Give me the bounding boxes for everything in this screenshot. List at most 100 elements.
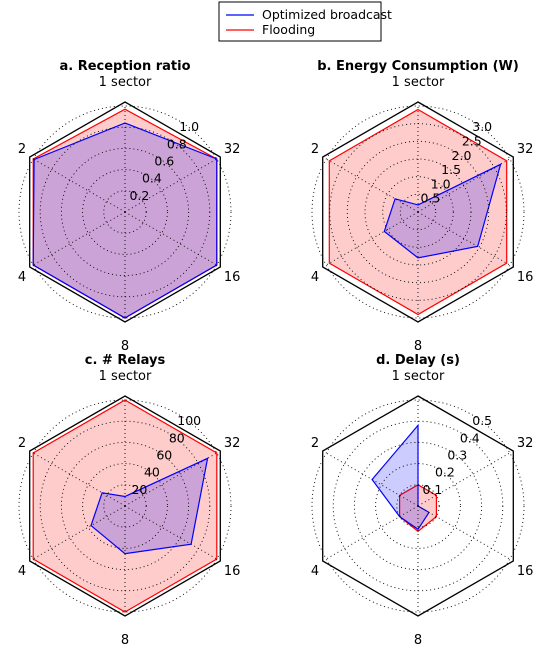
grid-circle bbox=[82, 169, 168, 255]
radar-panel-c: 1 sector 32 16 8 4 2 c. # Relays 20 40 60 80 100 bbox=[18, 353, 241, 648]
grid-circle bbox=[103, 190, 147, 234]
series-optimized-broadcast-polygon bbox=[383, 163, 502, 259]
panel-title: a. Reception ratio bbox=[59, 59, 190, 74]
grid-spoke bbox=[124, 505, 218, 560]
radial-tick-label: 0.2 bbox=[435, 465, 455, 480]
axis-label: 8 bbox=[121, 339, 129, 354]
axis-label: 2 bbox=[18, 436, 26, 451]
radial-tick-label: 0.4 bbox=[460, 430, 480, 445]
radar-frame bbox=[322, 395, 514, 617]
radial-tick-label: 0.2 bbox=[129, 188, 149, 203]
grid-circle bbox=[329, 123, 507, 301]
axis-label: 16 bbox=[224, 564, 241, 579]
grid-spoke bbox=[32, 452, 126, 507]
legend-label-optimized: Optimized broadcast bbox=[262, 7, 392, 22]
grid-circle bbox=[353, 441, 483, 571]
grid-circle bbox=[18, 399, 232, 613]
grid-circle bbox=[103, 484, 147, 528]
grid-circle bbox=[396, 484, 440, 528]
grid-circle bbox=[311, 105, 525, 319]
axis-label: 1 sector bbox=[99, 369, 152, 384]
grid-circle bbox=[18, 105, 232, 319]
grid-spoke bbox=[325, 158, 419, 213]
radar-frame bbox=[29, 101, 221, 323]
radial-tick-label: 100 bbox=[177, 413, 201, 428]
grid-circle bbox=[375, 463, 461, 549]
axis-label: 4 bbox=[18, 564, 26, 579]
grid-spoke bbox=[32, 158, 126, 213]
radial-tick-label: 0.3 bbox=[447, 448, 467, 463]
axis-label: 2 bbox=[18, 142, 26, 157]
radial-tick-label: 0.4 bbox=[142, 171, 162, 186]
radial-tick-label: 60 bbox=[156, 448, 172, 463]
axis-label: 32 bbox=[517, 436, 534, 451]
radar-panel-d: 1 sector 32 16 8 4 2 d. Delay (s) 0.1 0.2 0.3 0.4 0… bbox=[311, 353, 534, 648]
radial-tick-label: 2.0 bbox=[452, 148, 472, 163]
panel-title: b. Energy Consumption (W) bbox=[317, 59, 519, 74]
legend-label-flooding: Flooding bbox=[262, 22, 315, 37]
axis-label: 16 bbox=[517, 270, 534, 285]
radial-tick-label: 3.0 bbox=[472, 119, 492, 134]
radial-tick-label: 1.0 bbox=[179, 119, 199, 134]
series-optimized-broadcast-polygon bbox=[90, 457, 209, 555]
grid-spoke bbox=[417, 158, 511, 213]
axis-label: 8 bbox=[414, 339, 422, 354]
legend-frame bbox=[218, 1, 382, 42]
radar-frame bbox=[322, 101, 514, 323]
grid-spoke bbox=[124, 158, 218, 213]
grid-spoke bbox=[325, 452, 419, 507]
radial-tick-label: 0.5 bbox=[420, 191, 440, 206]
radial-tick-label: 0.1 bbox=[422, 482, 442, 497]
axis-label: 32 bbox=[224, 436, 241, 451]
radial-tick-label: 40 bbox=[144, 465, 160, 480]
grid-spoke bbox=[124, 211, 218, 266]
radial-tick-label: 20 bbox=[131, 482, 147, 497]
grid-spoke bbox=[417, 211, 511, 266]
grid-circle bbox=[311, 399, 525, 613]
grid-spoke bbox=[417, 505, 511, 560]
grid-spoke bbox=[32, 505, 126, 560]
series-flooding-polygon bbox=[399, 484, 437, 533]
grid-spoke bbox=[32, 211, 126, 266]
radial-tick-label: 2.5 bbox=[462, 134, 482, 149]
panel-title: d. Delay (s) bbox=[376, 353, 460, 368]
axis-label: 8 bbox=[414, 633, 422, 648]
grid-spoke bbox=[124, 452, 218, 507]
legend: Optimized broadcast Flooding bbox=[218, 1, 392, 42]
grid-circle bbox=[82, 463, 168, 549]
axis-label: 1 sector bbox=[99, 75, 152, 90]
grid-spoke bbox=[325, 505, 419, 560]
axis-label: 8 bbox=[121, 633, 129, 648]
radial-tick-label: 0.5 bbox=[472, 413, 492, 428]
axis-label: 16 bbox=[517, 564, 534, 579]
radial-tick-label: 0.8 bbox=[167, 136, 187, 151]
radial-tick-label: 0.6 bbox=[154, 154, 174, 169]
axis-label: 4 bbox=[311, 564, 319, 579]
grid-circle bbox=[60, 441, 190, 571]
panel-title: c. # Relays bbox=[85, 353, 166, 368]
grid-spoke bbox=[417, 452, 511, 507]
radial-tick-label: 1.5 bbox=[441, 162, 461, 177]
axis-label: 1 sector bbox=[392, 369, 445, 384]
axis-label: 32 bbox=[224, 142, 241, 157]
grid-circle bbox=[382, 176, 454, 248]
radial-tick-label: 80 bbox=[169, 430, 185, 445]
grid-circle bbox=[364, 158, 472, 266]
radial-tick-label: 1.0 bbox=[431, 176, 451, 191]
axis-label: 4 bbox=[18, 270, 26, 285]
series-optimized-broadcast-polygon bbox=[371, 423, 430, 531]
grid-circle bbox=[346, 140, 490, 284]
axis-label: 4 bbox=[311, 270, 319, 285]
axis-label: 1 sector bbox=[392, 75, 445, 90]
grid-circle bbox=[60, 147, 190, 277]
radar-panels: 1 sector 32 16 8 4 2 a. Reception ratio 0.2 0.4 0… bbox=[18, 59, 534, 648]
radar-panel-a: 1 sector 32 16 8 4 2 a. Reception ratio 0.2 0.4 0… bbox=[18, 59, 241, 354]
grid-spoke bbox=[325, 211, 419, 266]
radar-panel-b: 1 sector 32 16 8 4 2 b. Energy Consumption (W)… bbox=[311, 59, 534, 354]
axis-label: 2 bbox=[311, 142, 319, 157]
axis-label: 16 bbox=[224, 270, 241, 285]
axis-label: 2 bbox=[311, 436, 319, 451]
radar-frame bbox=[29, 395, 221, 617]
axis-label: 32 bbox=[517, 142, 534, 157]
